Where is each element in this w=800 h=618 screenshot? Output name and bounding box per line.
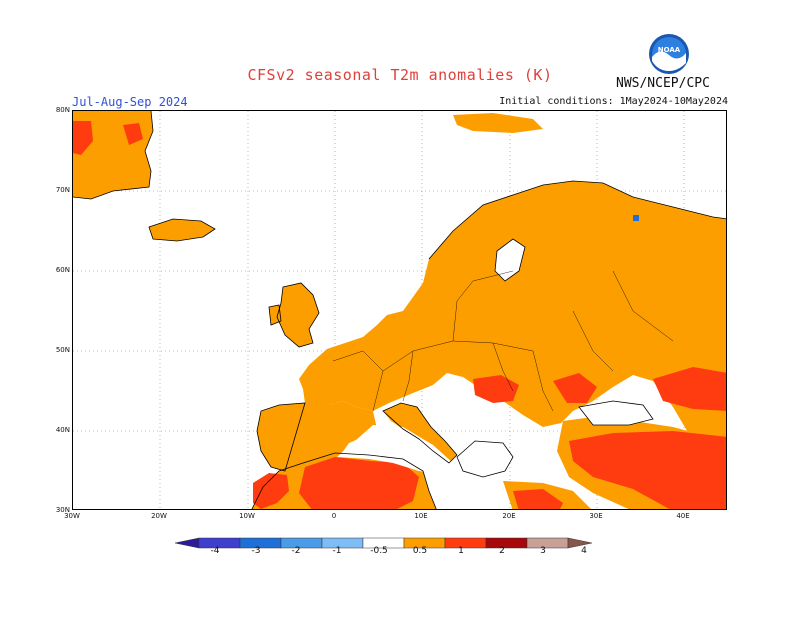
colorbar-high-arrow xyxy=(567,537,593,549)
colorbar-label-0.5: 0.5 xyxy=(412,546,428,556)
svg-text:NOAA: NOAA xyxy=(658,46,681,54)
lon-label-10e: 10E xyxy=(414,512,428,520)
colorbar-label-2: 2 xyxy=(499,546,505,556)
anomaly-map xyxy=(72,110,727,510)
forecast-period: Jul-Aug-Sep 2024 xyxy=(72,95,188,109)
lon-label-0: 0 xyxy=(331,512,337,520)
initial-conditions: Initial conditions: 1May2024-10May2024 xyxy=(499,96,728,107)
anomaly-1-2-regions xyxy=(73,121,726,509)
colorbar-label-minus1: -1 xyxy=(332,546,342,556)
colorbar-label-minus2: -2 xyxy=(291,546,301,556)
country-borders xyxy=(332,270,674,412)
colorbar-label-minus4: -4 xyxy=(210,546,220,556)
lat-label-60n: 60N xyxy=(55,266,70,274)
lon-label-20e: 20E xyxy=(502,512,516,520)
lon-label-10w: 10W xyxy=(239,512,255,520)
colorbar-label-1: 1 xyxy=(458,546,464,556)
lon-label-30w: 30W xyxy=(64,512,80,520)
colorbar-label-minus0.5: -0.5 xyxy=(370,546,388,556)
noaa-logo: NOAA xyxy=(648,33,690,75)
lat-label-40n: 40N xyxy=(55,426,70,434)
lat-label-80n: 80N xyxy=(55,106,70,114)
map-canvas xyxy=(73,111,726,509)
lon-label-30e: 30E xyxy=(589,512,603,520)
near-normal-areas xyxy=(337,239,653,477)
coastlines xyxy=(73,111,726,509)
lat-label-50n: 50N xyxy=(55,346,70,354)
colorbar-label-minus3: -3 xyxy=(251,546,261,556)
lon-label-40e: 40E xyxy=(676,512,690,520)
colorbar-svg xyxy=(174,537,593,549)
colorbar xyxy=(174,535,627,554)
lon-label-20w: 20W xyxy=(151,512,167,520)
colorbar-label-3: 3 xyxy=(540,546,546,556)
colorbar-label-4: 4 xyxy=(581,546,587,556)
lat-label-70n: 70N xyxy=(55,186,70,194)
colorbar-low-arrow xyxy=(174,537,200,549)
cold-anomaly-cell xyxy=(633,215,639,221)
map-title: CFSv2 seasonal T2m anomalies (K) xyxy=(247,66,553,84)
agency-label: NWS/NCEP/CPC xyxy=(616,76,710,91)
lat-label-30n: 30N xyxy=(55,506,70,514)
